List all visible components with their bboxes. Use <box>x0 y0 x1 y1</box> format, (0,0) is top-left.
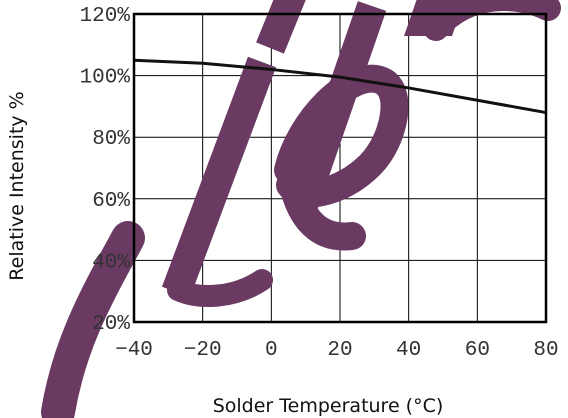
x-tick-label-6: 80 <box>533 339 558 362</box>
x-tick-label-0: −40 <box>115 339 153 362</box>
x-axis-title: Solder Temperature (°C) <box>213 395 444 417</box>
watermark-stroke-2 <box>161 56 277 298</box>
plot-frame <box>132 12 548 324</box>
y-tick-label-0: 20% <box>92 313 130 336</box>
watermark-stroke-6 <box>274 64 409 251</box>
watermark-stroke-4 <box>167 269 273 307</box>
series-layer <box>133 58 547 115</box>
watermark <box>41 0 561 418</box>
watermark-stroke-8 <box>404 0 465 36</box>
x-tick-label-5: 60 <box>465 339 490 362</box>
y-tick-label-1: 40% <box>92 251 130 274</box>
x-tick-label-1: −20 <box>184 339 222 362</box>
y-axis-title: Relative Intensity % <box>6 91 28 280</box>
series-line-0 <box>133 58 547 115</box>
y-tick-label-3: 80% <box>92 128 130 151</box>
watermark-stroke-1 <box>41 221 145 418</box>
y-tick-labels: 20% 40% 60% 80% 100% 120% <box>80 5 131 336</box>
x-tick-label-4: 40 <box>396 339 421 362</box>
x-tick-label-3: 20 <box>327 339 352 362</box>
y-tick-label-4: 100% <box>80 67 131 90</box>
x-tick-labels: −40 −20 0 20 40 60 80 <box>115 339 559 362</box>
y-tick-label-2: 60% <box>92 190 130 213</box>
watermark-stroke-3 <box>256 0 306 54</box>
x-tick-label-2: 0 <box>265 339 278 362</box>
y-tick-label-5: 120% <box>80 5 131 28</box>
